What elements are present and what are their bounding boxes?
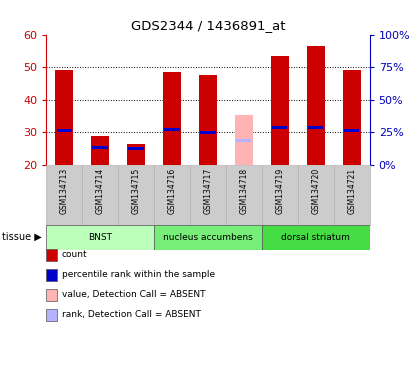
Title: GDS2344 / 1436891_at: GDS2344 / 1436891_at — [131, 19, 285, 32]
Text: value, Detection Call = ABSENT: value, Detection Call = ABSENT — [62, 290, 205, 300]
Text: percentile rank within the sample: percentile rank within the sample — [62, 270, 215, 280]
Bar — [129, 147, 144, 151]
Bar — [298, 165, 333, 225]
Text: GSM134716: GSM134716 — [168, 168, 176, 214]
Text: tissue ▶: tissue ▶ — [2, 232, 42, 242]
Text: GSM134720: GSM134720 — [311, 168, 320, 214]
Bar — [236, 139, 252, 142]
Bar — [154, 165, 190, 225]
Bar — [333, 165, 370, 225]
Text: BNST: BNST — [88, 233, 112, 242]
Bar — [164, 127, 180, 131]
Bar — [271, 56, 289, 165]
Bar — [82, 165, 118, 225]
Bar — [262, 225, 370, 250]
Bar — [200, 131, 215, 134]
Text: dorsal striatum: dorsal striatum — [281, 233, 350, 242]
Bar — [127, 144, 145, 165]
Bar — [91, 136, 109, 165]
Text: GSM134714: GSM134714 — [96, 168, 105, 214]
Bar — [262, 165, 298, 225]
Bar — [163, 72, 181, 165]
Text: nucleus accumbens: nucleus accumbens — [163, 233, 253, 242]
Bar — [272, 126, 287, 129]
Text: GSM134718: GSM134718 — [239, 168, 248, 214]
Bar — [343, 71, 361, 165]
Bar — [190, 165, 226, 225]
Text: GSM134713: GSM134713 — [60, 168, 68, 214]
Bar — [308, 126, 323, 129]
Bar — [344, 129, 359, 132]
Bar — [154, 225, 262, 250]
Bar — [199, 75, 217, 165]
Text: rank, Detection Call = ABSENT: rank, Detection Call = ABSENT — [62, 310, 201, 319]
Text: GSM134715: GSM134715 — [131, 168, 141, 214]
Bar — [118, 165, 154, 225]
Text: GSM134719: GSM134719 — [275, 168, 284, 214]
Bar — [55, 71, 73, 165]
Text: count: count — [62, 250, 87, 260]
Bar — [235, 114, 253, 165]
Bar — [46, 225, 154, 250]
Bar — [46, 165, 82, 225]
Bar — [92, 146, 108, 149]
Bar — [57, 129, 72, 132]
Text: GSM134721: GSM134721 — [347, 168, 356, 214]
Text: GSM134717: GSM134717 — [203, 168, 213, 214]
Bar — [307, 46, 325, 165]
Bar — [226, 165, 262, 225]
